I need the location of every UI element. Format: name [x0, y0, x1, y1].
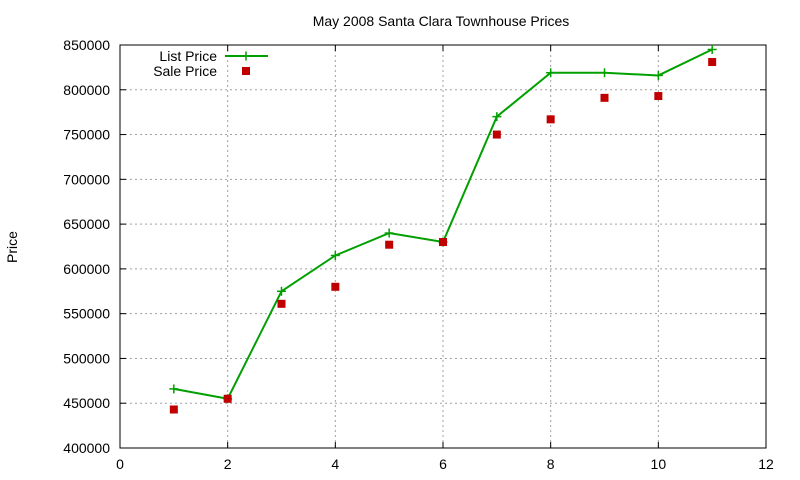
y-axis-label: Price — [4, 231, 20, 263]
sale-price-point — [654, 92, 663, 101]
y-tick-label: 450000 — [63, 395, 110, 411]
chart-title: May 2008 Santa Clara Townhouse Prices — [313, 13, 570, 29]
sale-price-point — [600, 93, 609, 102]
sale-price-point — [492, 130, 501, 139]
y-tick-label: 600000 — [63, 261, 110, 277]
y-tick-label: 550000 — [63, 306, 110, 322]
x-tick-label: 2 — [224, 456, 232, 472]
sale-price-point — [708, 58, 717, 67]
y-tick-label: 850000 — [63, 37, 110, 53]
legend-label-list-price: List Price — [159, 48, 217, 64]
sale-price-point — [169, 405, 178, 414]
sale-price-point — [385, 240, 394, 249]
sale-price-point — [546, 115, 555, 124]
legend-label-sale-price: Sale Price — [153, 63, 217, 79]
y-tick-label: 750000 — [63, 127, 110, 143]
list-price-point — [330, 250, 340, 260]
list-price-point — [169, 384, 179, 394]
x-tick-label: 6 — [439, 456, 447, 472]
list-price-point — [600, 68, 609, 78]
sale-price-point — [223, 394, 232, 403]
x-tick-label: 4 — [331, 456, 339, 472]
y-tick-label: 500000 — [63, 350, 110, 366]
y-tick-label: 700000 — [63, 171, 110, 187]
y-tick-label: 650000 — [63, 216, 110, 232]
sale-price-point — [439, 238, 447, 247]
list-price-point — [707, 44, 717, 54]
list-price-point — [653, 70, 663, 80]
list-price-point — [384, 228, 394, 238]
sale-price-point — [331, 282, 340, 291]
x-tick-label: 12 — [758, 456, 774, 472]
series-layer — [169, 44, 717, 414]
list-price-point — [546, 68, 556, 78]
x-tick-label: 0 — [116, 456, 124, 472]
y-tick-label: 400000 — [63, 440, 110, 456]
list-price-point — [492, 112, 502, 122]
plot-frame — [119, 44, 767, 449]
x-tick-label: 10 — [651, 456, 667, 472]
list-price-point — [277, 286, 286, 296]
sale-price-point — [277, 299, 286, 308]
legend-swatch-sale-price — [242, 67, 250, 75]
x-tick-label: 8 — [547, 456, 555, 472]
y-tick-label: 800000 — [63, 82, 110, 98]
